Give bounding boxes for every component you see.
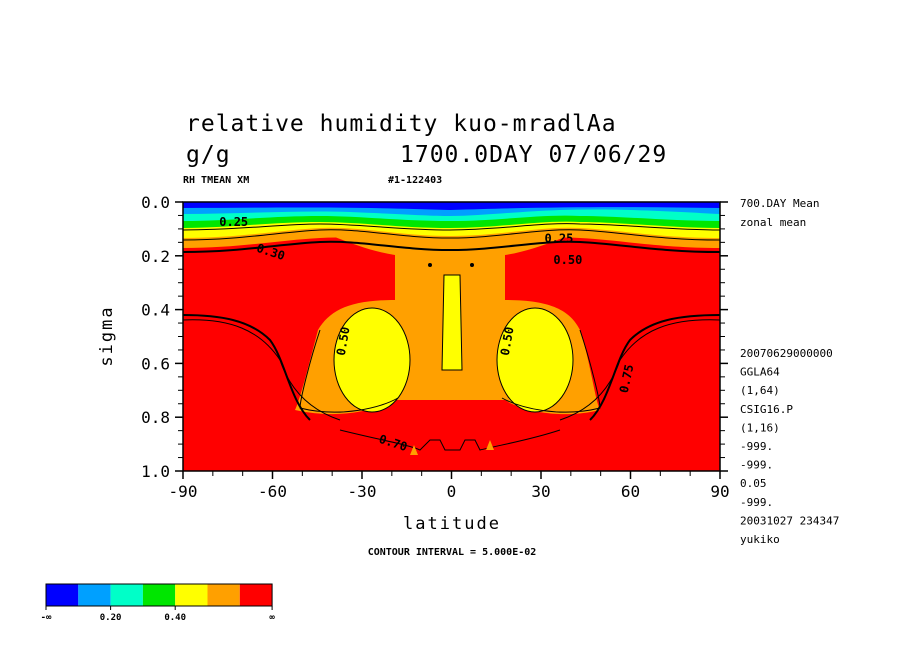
colorbar-label: ∞ — [269, 613, 275, 623]
time-label: 1700.0DAY 07/06/29 — [400, 142, 667, 168]
contour-label: 0.25 — [219, 215, 248, 229]
chart-title: relative humidity kuo-mradlAa — [186, 111, 617, 137]
contour-label: 0.50 — [553, 253, 582, 267]
y-axis: 0.0 0.2 0.4 0.6 0.8 1.0 — [141, 193, 728, 481]
colorbar-swatch — [110, 584, 143, 606]
side-info-top: 700.DAY Mean zonal mean — [740, 197, 819, 229]
contour-lines — [183, 223, 720, 451]
colorbar: -∞ 0.20 0.40 ∞ — [41, 583, 275, 623]
colorbar-swatch — [175, 584, 208, 606]
variable-label: RH TMEAN XM — [183, 175, 249, 186]
y-tick-label: 1.0 — [141, 462, 170, 481]
x-tick-label: 60 — [621, 482, 640, 501]
side-meta-line: 20031027 234347 — [740, 514, 839, 527]
side-info-meta: 20070629000000 GGLA64 (1,64) CSIG16.P (1,16)… — [740, 347, 839, 546]
side-meta-line: GGLA64 — [740, 366, 780, 379]
side-meta-line: -999. — [740, 440, 773, 453]
x-tick-label: -90 — [169, 482, 198, 501]
side-meta-line: -999. — [740, 496, 773, 509]
colorbar-label: 0.40 — [164, 613, 186, 623]
field-yellow-core-south — [334, 308, 410, 412]
x-tick-label: -30 — [348, 482, 377, 501]
x-tick-label: -60 — [258, 482, 287, 501]
x-axis-label: latitude — [403, 514, 501, 534]
side-info-line: 700.DAY Mean — [740, 197, 819, 210]
colorbar-frame — [45, 583, 273, 607]
side-meta-line: 0.05 — [740, 477, 767, 490]
colorbar-swatch — [46, 584, 79, 606]
colorbar-swatch — [142, 584, 176, 606]
side-meta-line: yukiko — [740, 533, 780, 546]
contour-label: 0.25 — [544, 231, 573, 245]
field-yellow-core-equator — [442, 275, 462, 370]
contour-label: 0.75 — [617, 363, 637, 394]
y-tick-label: 0.2 — [141, 247, 170, 266]
contour-label: 0.50 — [334, 326, 353, 357]
y-tick-label: 0.0 — [141, 193, 170, 212]
x-tick-label: 90 — [710, 482, 729, 501]
y-axis-label: sigma — [97, 305, 117, 366]
x-axis: -90 -60 -30 0 30 60 90 — [169, 471, 730, 501]
contour-interval-label: CONTOUR INTERVAL = 5.000E-02 — [368, 547, 537, 558]
field-yellow-core-north — [497, 308, 573, 412]
side-meta-line: 20070629000000 — [740, 347, 833, 360]
side-meta-line: (1,64) — [740, 384, 780, 397]
field-blue-band — [183, 202, 720, 210]
side-meta-line: CSIG16.P — [740, 403, 793, 416]
side-meta-line: (1,16) — [740, 421, 780, 434]
y-tick-label: 0.6 — [141, 354, 170, 373]
run-id-label: #1-122403 — [388, 175, 442, 186]
x-tick-label: 30 — [531, 482, 550, 501]
units-label: g/g — [186, 142, 231, 168]
colorbar-swatch — [78, 584, 111, 606]
contour-label: 0.50 — [498, 326, 517, 357]
colorbar-label: 0.20 — [100, 613, 122, 623]
colorbar-swatch — [207, 584, 240, 606]
colorbar-swatch — [239, 584, 273, 606]
side-info-line: zonal mean — [740, 216, 806, 229]
colorbar-label: -∞ — [41, 613, 52, 623]
side-meta-line: -999. — [740, 459, 773, 472]
contour-field — [183, 202, 720, 471]
x-tick-label: 0 — [447, 482, 457, 501]
y-tick-label: 0.4 — [141, 301, 170, 320]
y-tick-label: 0.8 — [141, 408, 170, 427]
